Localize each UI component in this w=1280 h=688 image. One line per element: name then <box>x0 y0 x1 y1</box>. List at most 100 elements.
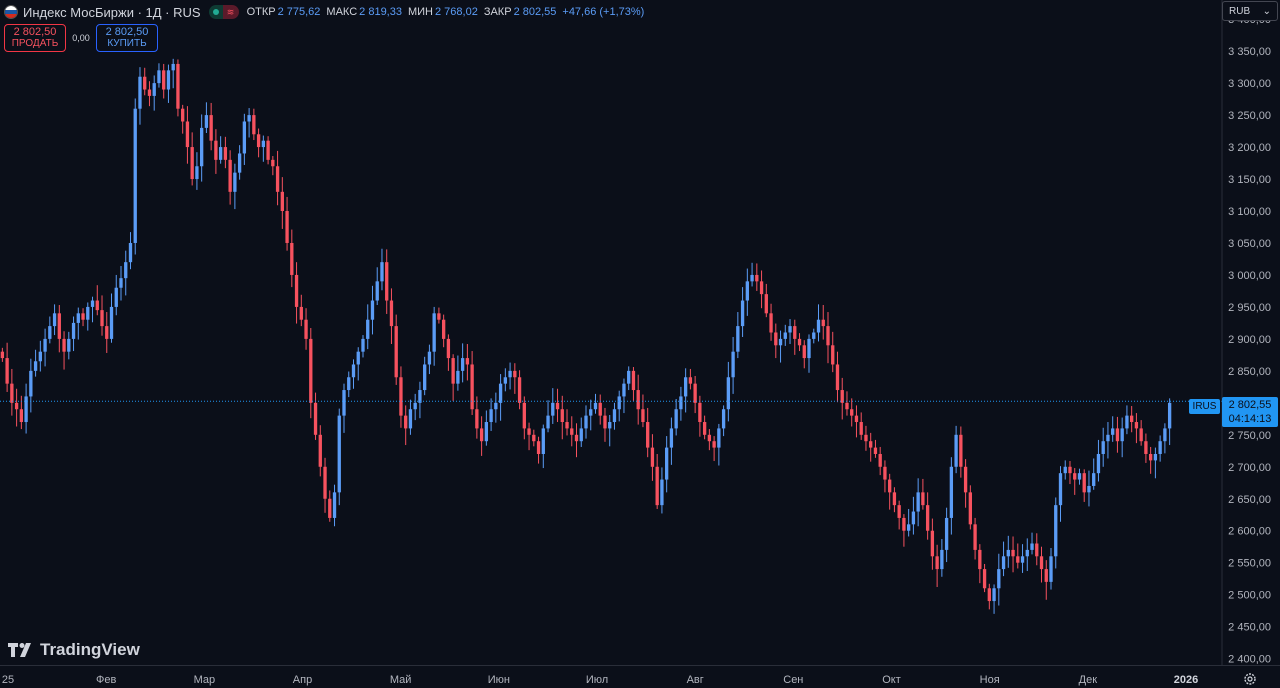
candle-body <box>565 422 569 429</box>
close-value: ЗАКР 2 802,55 <box>483 6 557 18</box>
candle-body <box>1092 473 1096 486</box>
last-price-tag: 2 802,55 04:14:13 <box>1222 397 1278 427</box>
candle-body <box>888 479 892 493</box>
candle-body <box>285 211 289 243</box>
candle-body <box>242 121 247 154</box>
candle-body <box>627 370 631 384</box>
candle-body <box>759 281 764 295</box>
candle-body <box>688 377 693 384</box>
candle-body <box>67 338 71 352</box>
candle-body <box>513 370 517 378</box>
candle-body <box>845 402 849 410</box>
time-axis[interactable]: 25 Фев Мар Апр Май Июн Июл Авг Сен Окт Ноя Дек 2026 <box>2 674 1198 686</box>
price-tick-label: 3 050,00 <box>1228 238 1271 250</box>
candle-body <box>669 428 674 448</box>
candle-body <box>209 115 213 141</box>
candle-body <box>432 313 436 352</box>
candle-body <box>1077 473 1082 480</box>
candle-body <box>608 422 612 429</box>
candle-body <box>337 415 341 493</box>
candle-body <box>826 326 830 346</box>
candle-body <box>494 402 498 410</box>
candle-body <box>456 370 460 384</box>
market-status-badge[interactable]: ≋ <box>208 5 239 19</box>
candle-body <box>1039 556 1044 570</box>
candle-body <box>892 492 897 506</box>
candle-body <box>323 466 327 499</box>
candle-body <box>726 377 731 410</box>
candle-body <box>1096 453 1101 474</box>
candle-body <box>1087 485 1091 493</box>
time-tick-label: Авг <box>687 674 704 686</box>
candle-body <box>5 358 9 384</box>
tradingview-logo-icon <box>8 643 31 657</box>
candle-body <box>1035 543 1039 557</box>
candle-body <box>19 409 24 423</box>
candle-body <box>783 332 787 339</box>
candle-body <box>921 492 925 506</box>
candle-body <box>128 242 133 263</box>
tradingview-logo[interactable]: TradingView <box>8 640 140 660</box>
candle-body <box>617 396 621 410</box>
candle-body <box>655 466 659 506</box>
candle-body <box>81 313 85 320</box>
price-tick-label: 2 550,00 <box>1228 558 1271 570</box>
candle-body <box>1068 466 1072 474</box>
open-value: ОТКР 2 775,62 <box>246 6 321 18</box>
price-tick-label: 2 450,00 <box>1228 622 1271 634</box>
candle-body <box>949 466 954 518</box>
price-axis[interactable]: 2 400,00 2 450,00 2 500,00 2 550,00 2 600,00… <box>1228 14 1271 665</box>
candle-body <box>560 409 564 423</box>
currency-select[interactable]: RUB ⌄ <box>1222 1 1278 21</box>
buy-button[interactable]: 2 802,50 КУПИТЬ <box>96 24 158 52</box>
candle-body <box>1106 434 1110 442</box>
candle-body <box>105 326 109 339</box>
candle-body <box>1167 402 1172 429</box>
candle-body <box>864 434 868 442</box>
sell-button[interactable]: 2 802,50 ПРОДАТЬ <box>4 24 66 52</box>
candle-body <box>1134 422 1139 429</box>
candle-body <box>717 428 721 448</box>
price-tick-label: 2 500,00 <box>1228 590 1271 602</box>
candle-body <box>631 370 636 391</box>
candle-body <box>854 415 859 423</box>
candle-body <box>318 434 322 467</box>
candle-body <box>446 338 451 359</box>
candle-body <box>982 569 987 589</box>
candle-body <box>807 338 811 359</box>
candle-body <box>745 281 749 301</box>
candle-body <box>1101 441 1105 454</box>
candle-body <box>665 447 669 480</box>
time-tick-label: 25 <box>2 674 14 686</box>
candle-body <box>536 441 541 454</box>
candle-body <box>29 370 33 397</box>
candle-body <box>551 402 555 416</box>
candle-body <box>532 434 536 442</box>
candle-body <box>797 338 802 346</box>
candle-body <box>199 127 204 167</box>
candle-body <box>812 332 816 339</box>
candle-body <box>143 76 147 90</box>
candle-body <box>840 390 844 403</box>
candle-body <box>1006 549 1010 557</box>
candle-body <box>328 498 332 518</box>
candle-body <box>418 390 422 403</box>
candle-body <box>679 396 683 410</box>
candle-body <box>423 364 427 391</box>
candle-body <box>769 313 773 333</box>
symbol-title[interactable]: Индекс МосБиржи · 1Д · RUS <box>23 4 201 20</box>
candle-body <box>218 147 223 160</box>
price-tick-label: 2 950,00 <box>1228 302 1271 314</box>
candle-body <box>413 402 417 410</box>
candle-body <box>598 402 602 416</box>
candle-body <box>869 441 873 448</box>
candle-body <box>147 89 152 96</box>
candle-body <box>166 70 171 90</box>
candle-body <box>930 530 935 557</box>
candle-body <box>10 383 14 403</box>
candle-body <box>1020 556 1025 563</box>
candle-body <box>527 428 531 435</box>
gear-icon[interactable] <box>1243 672 1257 686</box>
